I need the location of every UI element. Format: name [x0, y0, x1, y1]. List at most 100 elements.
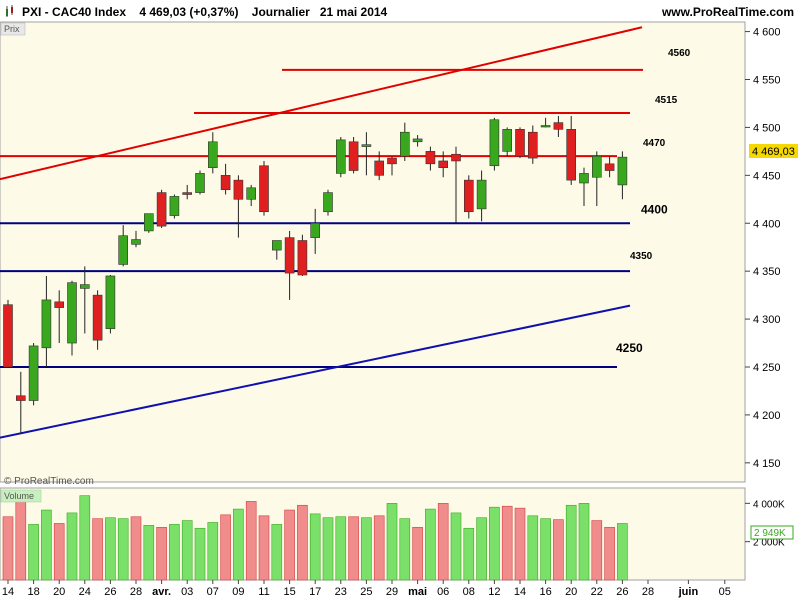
volume-bar [220, 514, 231, 581]
date-tick-label: 14 [514, 586, 526, 598]
date-tick-label: 26 [104, 586, 116, 598]
price-axis: 4 150 4 200 4 250 4 300 4 350 4 400 4 450 4 500… [745, 27, 781, 470]
candle-body [80, 284, 90, 289]
volume-panel-label-box [0, 489, 42, 503]
date-tick-label: 16 [539, 586, 551, 598]
price-tick-label: 4 350 [753, 266, 781, 278]
date-tick-label: 24 [79, 586, 91, 598]
date-tick-label: 17 [309, 586, 321, 598]
volume-bar [66, 512, 78, 581]
candles [3, 115, 628, 435]
volume-bar [361, 517, 372, 581]
candle-body [3, 304, 13, 368]
copyright: © ProRealTime.com [4, 476, 94, 487]
level-label-4560: 4560 [668, 48, 691, 59]
price-tick-label: 4 300 [753, 314, 781, 326]
trendline-lower [0, 304, 631, 439]
date-tick-label: 20 [53, 586, 65, 598]
volume-bar [117, 518, 129, 581]
volume-bar [322, 517, 334, 581]
candle-body [553, 122, 564, 130]
candle-body [412, 138, 423, 143]
candle-body [118, 235, 128, 265]
last-volume-badge-text: 2 949K [754, 528, 786, 539]
date-tick-label: 11 [258, 586, 269, 598]
date-tick-label: 22 [591, 586, 603, 598]
volume-bar [53, 523, 65, 581]
date-tick-label: 28 [130, 586, 142, 598]
candle-body [604, 163, 615, 171]
date-tick-label: 06 [437, 586, 449, 598]
price-tick-label: 4 550 [753, 75, 781, 87]
volume-bar [271, 524, 283, 581]
level-label-4250: 4250 [616, 341, 643, 355]
volume-bar [450, 512, 462, 581]
site-url: www.ProRealTime.com [661, 5, 794, 19]
trendline-upper [0, 26, 643, 181]
date-tick-label: mai [408, 586, 427, 598]
candle-body [591, 155, 602, 178]
candle-body [489, 119, 500, 167]
date-tick-label: 03 [181, 586, 193, 598]
date-tick-label: 14 [2, 586, 14, 598]
date-tick-label: 18 [27, 586, 39, 598]
volume-bar [297, 504, 308, 581]
candle-body [233, 179, 244, 200]
trendlines [0, 26, 643, 439]
volume-bar [143, 525, 155, 581]
date-tick-label: 20 [565, 586, 577, 598]
date-tick-label: 12 [488, 586, 500, 598]
prorealtime-logo-icon [6, 5, 13, 17]
last-price-badge [749, 144, 798, 158]
candle-body [92, 294, 103, 341]
volume-bar [130, 516, 142, 581]
date-tick-label: 05 [719, 586, 731, 598]
candle-body [387, 157, 397, 165]
volume-tick-label: 2 000K [753, 538, 785, 549]
candle-body [451, 153, 461, 162]
volume-bar [412, 526, 423, 581]
candle-body [335, 139, 346, 174]
candle-body [502, 129, 513, 152]
volume-bar [386, 503, 398, 581]
candle-body [41, 299, 52, 349]
last-price-badge-text: 4 469,03 [752, 146, 795, 158]
last-price: 4 469,03 (+0,37%) [139, 5, 239, 19]
date-tick-label: avr. [152, 586, 171, 598]
volume-bar [169, 524, 180, 581]
volume-bar [540, 518, 551, 581]
candle-body [54, 301, 65, 308]
candle-body [425, 151, 436, 165]
volume-bar [373, 515, 385, 581]
volume-bar [476, 517, 487, 581]
candle-body [246, 187, 256, 200]
volume-bar [207, 522, 219, 581]
candle-body [144, 213, 154, 232]
candle-body [156, 192, 167, 227]
volume-panel-label: Volume [4, 491, 34, 501]
volume-bar [348, 516, 359, 581]
volume-bar [309, 513, 321, 581]
volume-bar [399, 518, 411, 581]
volume-bar [604, 526, 615, 581]
candle-body [131, 239, 141, 245]
volume-bar [425, 508, 436, 581]
date-axis: 14 18 20 24 26 28 avr. 03 07 09 11 15 17 23 25 29 mai 06 0… [2, 580, 731, 598]
chart-title: PXI - CAC40 Index 4 469,03 (+0,37%) Jour… [22, 5, 387, 19]
date-tick-label: 26 [616, 586, 628, 598]
price-panel-label-box [0, 22, 26, 36]
level-label-4350: 4350 [630, 251, 653, 262]
chart-header: PXI - CAC40 Index 4 469,03 (+0,37%) Jour… [0, 0, 800, 22]
period: Journalier [251, 5, 310, 19]
volume-bar [245, 501, 257, 581]
candle-body [169, 196, 180, 216]
candle-body [208, 141, 218, 168]
price-panel-label: Prix [4, 24, 20, 34]
price-tick-label: 4 250 [753, 362, 781, 374]
candle-body [105, 275, 116, 329]
volume-bar [514, 507, 526, 581]
price-tick-label: 4 400 [753, 218, 781, 230]
price-tick-label: 4 200 [753, 410, 781, 422]
candle-body [259, 165, 269, 213]
